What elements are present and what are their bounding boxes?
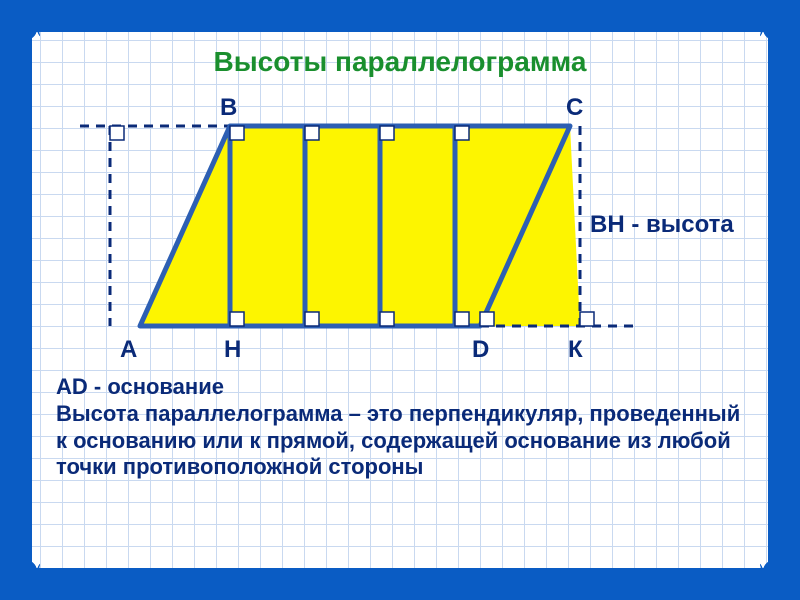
vertex-label-C: С <box>566 94 583 122</box>
inner-panel: Высоты параллелограмма А В С D Н К ВН - … <box>32 32 768 568</box>
body-text: AD - основаниеВысота параллелограмма – э… <box>52 374 748 481</box>
vertex-label-B: В <box>220 94 237 122</box>
vertex-label-A: А <box>120 336 137 364</box>
vertex-label-K: К <box>568 336 583 364</box>
outer-frame: Высоты параллелограмма А В С D Н К ВН - … <box>0 0 800 600</box>
content-area: Высоты параллелограмма А В С D Н К ВН - … <box>32 32 768 568</box>
diagram: А В С D Н К ВН - высота <box>80 96 720 366</box>
vertex-label-D: D <box>472 336 489 364</box>
vertex-label-H: Н <box>224 336 241 364</box>
scallop-border: Высоты параллелограмма А В С D Н К ВН - … <box>18 18 782 582</box>
page-title: Высоты параллелограмма <box>52 46 748 78</box>
height-label: ВН - высота <box>590 211 734 239</box>
